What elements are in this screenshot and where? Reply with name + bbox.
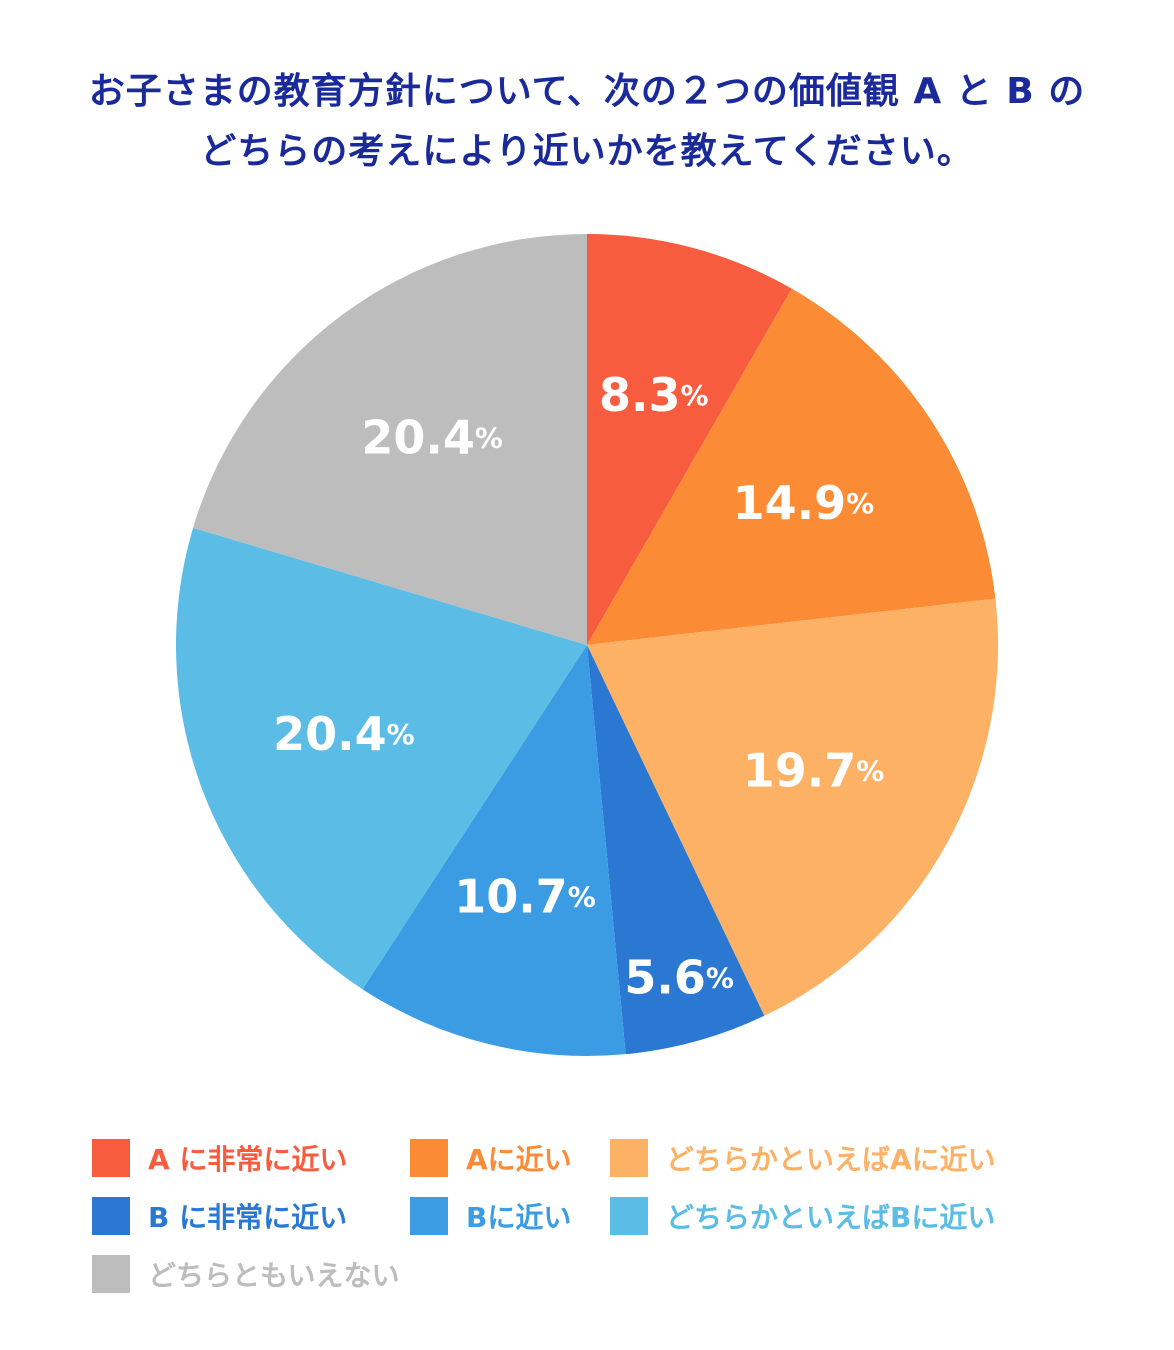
legend-swatch [92,1139,130,1177]
slice-value-label-1: 8.3% [599,368,709,422]
legend-item-neither: どちらともいえない [92,1254,399,1294]
chart-title: お子さまの教育方針について、次の２つの価値観 A と B の どちらの考えにより… [0,62,1174,182]
legend-swatch [610,1197,648,1235]
legend-swatch [92,1197,130,1235]
pie-slice-4 [587,645,765,1055]
slice-value-label-5: 10.7% [454,869,596,923]
legend-swatch [92,1255,130,1293]
legend-label: A に非常に近い [148,1143,348,1176]
pie-slice-2 [587,288,996,645]
slice-value-label-4: 5.6% [624,951,734,1005]
legend-swatch [610,1139,648,1177]
legend-swatch [410,1139,448,1177]
pie-slice-3 [587,598,998,1016]
legend-label: どちらともいえない [148,1259,400,1292]
legend-swatch [410,1197,448,1235]
legend-label: どちらかといえばBに近い [666,1201,996,1234]
slice-value-label-3: 19.7% [743,743,885,797]
slice-value-label-6: 20.4% [273,707,415,761]
pie-slice-1 [587,234,792,645]
legend-item-rather-a: どちらかといえばAに近い [610,1138,996,1178]
legend-label: B に非常に近い [148,1201,348,1234]
legend-item-b-close: Bに近い [410,1196,571,1236]
legend-item-a-close: Aに近い [410,1138,572,1178]
pie-chart: 8.3% 14.9% 19.7% 5.6% 10.7% 20.4% 20.4% [175,234,998,1057]
legend-label: Aに近い [466,1143,572,1176]
pie-slice-6 [175,527,587,990]
legend-item-rather-b: どちらかといえばBに近い [610,1196,995,1236]
legend-label: どちらかといえばAに近い [666,1143,996,1176]
slice-value-label-2: 14.9% [733,476,875,530]
pie-slice-5 [362,645,626,1057]
chart-title-line-1: お子さまの教育方針について、次の２つの価値観 A と B の [88,71,1086,112]
slice-value-label-7: 20.4% [361,410,503,464]
pie-slice-7 [193,234,587,645]
chart-title-line-2: どちらの考えにより近いかを教えてください。 [200,131,974,172]
legend-label: Bに近い [466,1201,572,1234]
legend-item-b-very-close: B に非常に近い [92,1196,347,1236]
legend-item-a-very-close: A に非常に近い [92,1138,347,1178]
